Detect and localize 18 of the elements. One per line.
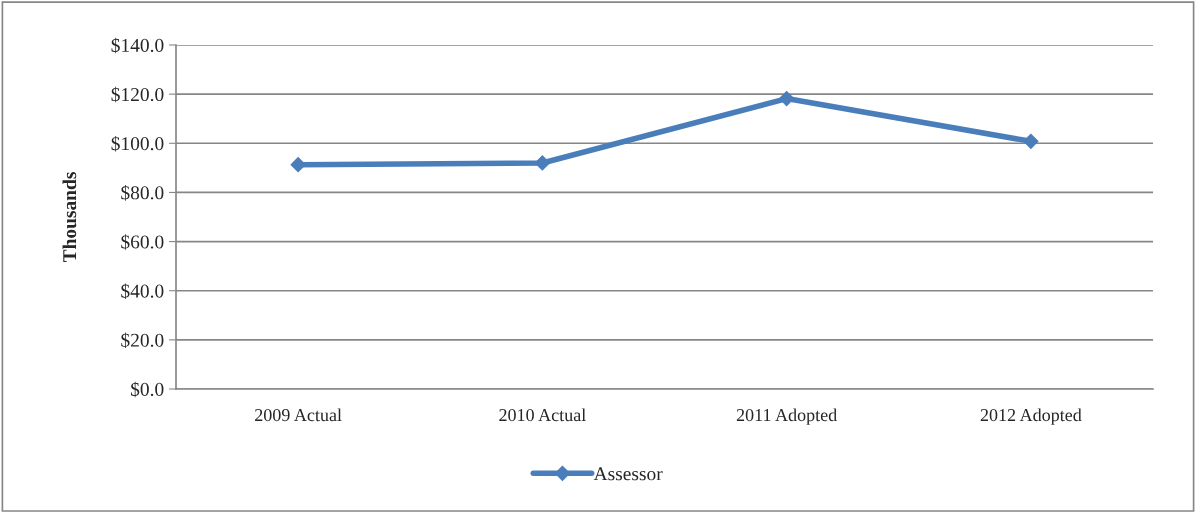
y-tick-label: $0.0	[131, 381, 164, 398]
x-tick-label: 2012 Adopted	[980, 408, 1082, 425]
x-tick-label: 2010 Actual	[499, 408, 586, 422]
y-tick-label: $120.0	[111, 86, 164, 103]
y-tick-label: $20.0	[121, 332, 164, 349]
y-tick-label: $80.0	[121, 185, 164, 201]
x-tick-label: 2011 Adopted	[736, 408, 837, 425]
y-tick-label: $140.0	[111, 37, 164, 54]
y-tick-label: $40.0	[121, 283, 164, 299]
legend-label: Assessor	[593, 467, 663, 481]
x-tick-label: 2009 Actual	[255, 408, 342, 422]
y-axis-title: Thousands	[62, 172, 77, 263]
point	[290, 157, 306, 173]
y-tick-label: $60.0	[121, 234, 164, 250]
point	[779, 90, 795, 107]
y-tick-label: $100.0	[111, 135, 164, 152]
point	[1023, 133, 1039, 149]
point	[534, 155, 550, 171]
